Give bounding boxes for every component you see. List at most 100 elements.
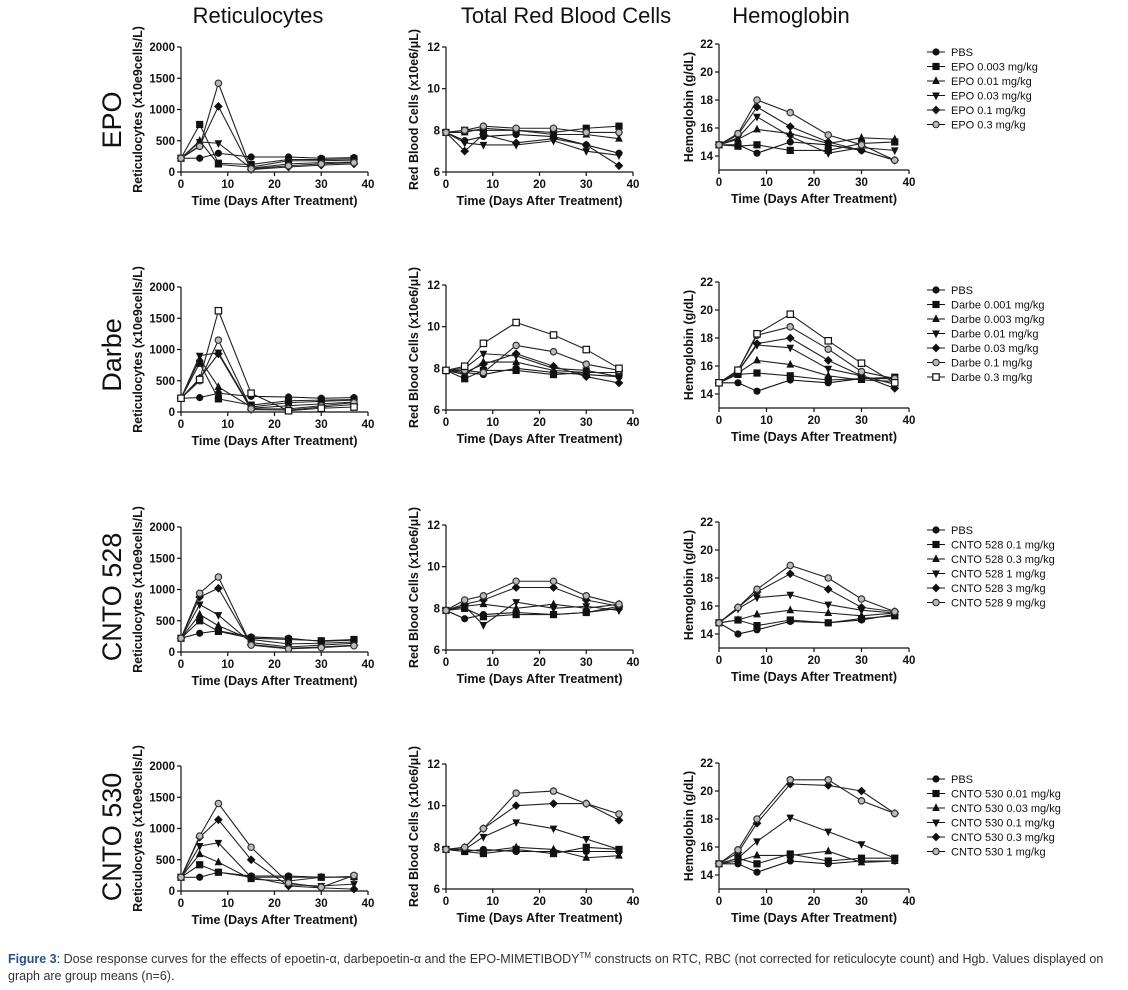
series-5 xyxy=(442,122,623,137)
legend-entry: CNTO 528 3 mg/kg xyxy=(951,583,1046,595)
data-point xyxy=(857,371,866,381)
legend-entry: CNTO 530 0.01 mg/kg xyxy=(951,789,1061,801)
legend-entry: EPO 0.1 mg/kg xyxy=(951,105,1026,117)
row-label-cnto528: CNTO 528 xyxy=(97,533,127,662)
x-tick-label: 40 xyxy=(903,896,916,908)
y-tick-label: 20 xyxy=(700,67,713,79)
y-tick-label: 10 xyxy=(427,801,440,813)
x-tick-label: 10 xyxy=(486,896,499,908)
y-tick-label: 0 xyxy=(169,647,175,659)
y-tick-label: 1500 xyxy=(149,73,175,85)
col-title-hemoglobin: Hemoglobin xyxy=(732,3,849,28)
data-point xyxy=(247,641,255,649)
data-point xyxy=(857,595,866,603)
data-point xyxy=(511,801,521,811)
data-point xyxy=(479,368,488,377)
series-0 xyxy=(715,857,899,876)
series-4 xyxy=(714,333,900,393)
data-point xyxy=(460,146,470,156)
x-tick-label: 40 xyxy=(903,655,916,667)
x-tick-label: 0 xyxy=(716,415,722,427)
legend-marker xyxy=(932,120,940,129)
x-tick-label: 20 xyxy=(268,419,281,431)
panel-0-1: 6 8 10 12 0 10 20 30 40 Time (Days After Treatmen… xyxy=(407,29,639,208)
x-axis-label: Time (Days After Treatment) xyxy=(456,911,622,925)
data-point xyxy=(317,643,326,652)
x-tick-label: 0 xyxy=(443,657,449,669)
caption-label: Figure 3 xyxy=(8,952,57,967)
series-5 xyxy=(177,799,358,892)
x-tick-label: 20 xyxy=(808,415,821,427)
y-tick-label: 12 xyxy=(427,42,440,54)
data-point xyxy=(857,857,866,866)
y-axis-label: Reticulocytes (x10e9cells/L) xyxy=(131,745,145,912)
data-point xyxy=(824,574,833,582)
data-point xyxy=(512,357,520,366)
y-tick-label: 6 xyxy=(434,645,440,657)
data-point xyxy=(512,318,520,327)
series-5 xyxy=(715,322,899,387)
data-point xyxy=(247,165,255,173)
x-tick-label: 0 xyxy=(443,179,449,191)
legend-entry: Darbe 0.003 mg/kg xyxy=(951,314,1045,326)
x-axis-label: Time (Days After Treatment) xyxy=(456,672,622,686)
data-point xyxy=(786,108,795,117)
series-6 xyxy=(177,306,358,415)
data-point xyxy=(479,833,488,842)
data-point xyxy=(349,884,359,894)
data-point xyxy=(512,842,520,851)
data-point xyxy=(615,600,623,608)
y-axis-label: Reticulocytes (x10e9cells/L) xyxy=(131,506,145,673)
x-axis-label: Time (Days After Treatment) xyxy=(456,432,622,446)
data-point xyxy=(177,634,185,643)
data-point xyxy=(615,128,623,137)
data-point xyxy=(284,161,293,170)
panel-3-1: 6 8 10 12 0 10 20 30 40 Time (Days After Treatmen… xyxy=(407,746,639,925)
x-tick-label: 30 xyxy=(315,898,328,910)
legend-entry: CNTO 530 0.1 mg/kg xyxy=(951,818,1055,830)
data-point xyxy=(823,584,833,594)
legend-entry: CNTO 530 0.03 mg/kg xyxy=(951,803,1061,815)
data-point xyxy=(460,126,469,135)
data-point xyxy=(196,861,204,869)
legend-entry: CNTO 528 0.1 mg/kg xyxy=(951,540,1055,552)
x-axis-label: Time (Days After Treatment) xyxy=(731,430,897,444)
series-5 xyxy=(442,787,623,854)
y-tick-label: 12 xyxy=(427,280,440,292)
data-point xyxy=(857,611,866,619)
legend-entry: Darbe 0.1 mg/kg xyxy=(951,358,1032,370)
y-tick-label: 2000 xyxy=(149,522,175,534)
series-1 xyxy=(715,138,899,154)
series-line xyxy=(180,613,354,645)
x-tick-label: 30 xyxy=(315,179,328,191)
data-point xyxy=(786,616,794,624)
x-tick-label: 0 xyxy=(716,177,722,189)
y-tick-label: 0 xyxy=(169,407,175,419)
data-point xyxy=(753,141,761,149)
x-tick-label: 0 xyxy=(178,898,184,910)
data-point xyxy=(549,134,558,144)
data-point xyxy=(786,322,795,331)
series-4 xyxy=(714,102,900,165)
column-titles: Reticulocytes Total Red Blood Cells Hemo… xyxy=(193,3,850,28)
x-tick-label: 20 xyxy=(268,179,281,191)
data-point xyxy=(786,814,795,823)
data-point xyxy=(753,355,761,364)
row-labels: EPO Darbe CNTO 528 CNTO 530 xyxy=(97,91,127,901)
legend-marker xyxy=(932,789,940,798)
y-axis-label: Reticulocytes (x10e9cells/L) xyxy=(131,266,145,433)
legend-marker xyxy=(932,286,940,294)
data-point xyxy=(512,366,520,375)
data-point xyxy=(512,789,520,797)
y-tick-label: 500 xyxy=(156,136,175,148)
data-point xyxy=(615,122,623,130)
row-label-epo: EPO xyxy=(97,91,127,148)
panel-3-2: 14 16 18 20 22 0 10 20 30 40 Time (Days After Trea… xyxy=(682,758,1061,925)
data-point xyxy=(549,331,558,339)
x-tick-label: 10 xyxy=(221,419,234,431)
legend-marker xyxy=(932,819,940,828)
series-3 xyxy=(177,839,358,891)
x-tick-label: 40 xyxy=(627,417,640,429)
data-point xyxy=(284,645,293,653)
data-point xyxy=(460,843,469,852)
